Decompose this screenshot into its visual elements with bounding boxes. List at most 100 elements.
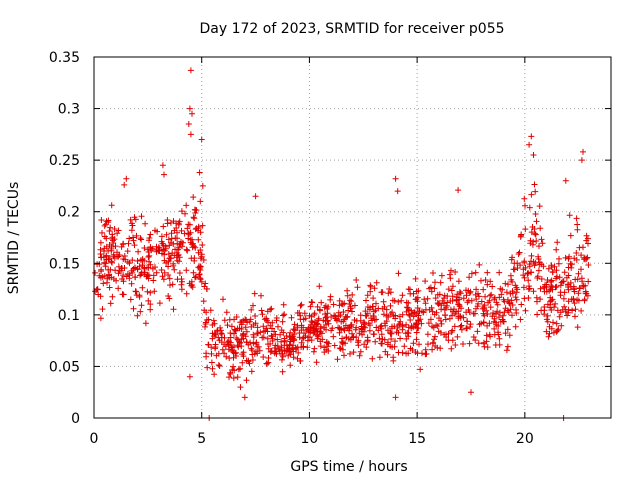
data-point: [473, 305, 479, 312]
data-point: [489, 283, 496, 290]
data-point: [416, 317, 422, 324]
data-point: [144, 288, 151, 295]
data-point: [132, 288, 139, 295]
data-point: [248, 345, 255, 352]
data-point: [378, 289, 385, 296]
data-point: [197, 276, 204, 283]
data-point: [412, 349, 419, 355]
data-point: [438, 272, 445, 279]
data-point: [108, 202, 115, 209]
data-point: [561, 269, 568, 276]
data-point: [553, 320, 560, 327]
data-point: [525, 277, 532, 284]
data-point: [543, 328, 550, 335]
data-point: [287, 362, 294, 369]
data-point: [97, 274, 104, 281]
data-point: [521, 295, 528, 302]
data-point: [460, 341, 466, 347]
data-point: [348, 321, 355, 328]
data-point: [280, 301, 287, 308]
data-point: [190, 269, 197, 276]
data-point: [203, 353, 210, 360]
data-point: [188, 278, 195, 285]
data-point: [405, 300, 412, 306]
data-point: [424, 295, 431, 302]
data-point: [305, 334, 312, 341]
data-point: [128, 220, 135, 227]
data-point: [416, 308, 423, 315]
data-point: [360, 328, 367, 335]
data-point: [147, 231, 154, 238]
data-point: [509, 278, 516, 285]
data-point: [97, 246, 104, 253]
data-point: [94, 261, 101, 268]
data-point: [160, 276, 167, 283]
data-point: [449, 337, 456, 344]
data-point: [571, 300, 578, 307]
data-point: [468, 389, 474, 396]
data-point: [349, 308, 355, 315]
data-point: [99, 306, 106, 313]
data-point: [536, 203, 543, 210]
data-point: [165, 251, 172, 257]
data-point: [499, 286, 506, 293]
data-point: [575, 290, 582, 297]
data-point: [233, 314, 240, 320]
data-point: [399, 292, 406, 299]
data-point: [466, 274, 473, 281]
data-point: [442, 312, 449, 318]
data-point: [191, 215, 198, 222]
data-point: [446, 315, 453, 322]
data-point: [308, 318, 315, 325]
data-point: [315, 315, 322, 322]
data-point: [542, 281, 549, 288]
data-point: [449, 312, 455, 319]
data-point: [330, 301, 337, 308]
data-point: [512, 294, 519, 301]
data-point: [221, 317, 228, 324]
data-point: [509, 302, 516, 308]
data-point: [291, 321, 298, 328]
data-point: [159, 273, 166, 280]
data-point: [370, 295, 377, 302]
data-point: [339, 346, 346, 353]
data-point: [395, 349, 402, 356]
data-point: [439, 297, 446, 304]
data-point: [147, 261, 154, 268]
data-point: [503, 289, 510, 296]
y-tick-label: 0.1: [58, 308, 80, 324]
data-point: [493, 311, 499, 317]
data-point: [110, 251, 117, 258]
data-point: [173, 254, 180, 261]
data-point: [137, 308, 144, 315]
data-point: [392, 338, 398, 345]
data-point: [271, 345, 278, 351]
data-point: [433, 309, 440, 316]
data-point: [284, 347, 291, 354]
data-point: [107, 300, 114, 307]
data-point: [189, 244, 196, 251]
data-point: [385, 290, 392, 297]
data-point: [111, 226, 118, 232]
data-point: [287, 329, 294, 336]
data-point: [324, 343, 331, 350]
data-point: [405, 286, 412, 293]
data-point: [210, 317, 217, 324]
data-point: [514, 265, 521, 271]
data-point: [353, 334, 360, 341]
data-point: [130, 237, 137, 244]
data-point: [101, 233, 108, 240]
data-point: [215, 350, 222, 357]
data-point: [322, 314, 329, 321]
data-point: [212, 345, 219, 352]
data-point: [526, 204, 533, 211]
data-point: [235, 366, 242, 373]
data-point: [568, 296, 575, 303]
data-point: [536, 243, 542, 250]
data-point: [258, 292, 264, 299]
data-point: [554, 327, 561, 334]
data-point: [226, 374, 232, 381]
data-point: [251, 290, 258, 297]
data-point: [470, 334, 477, 340]
data-point: [347, 350, 353, 357]
